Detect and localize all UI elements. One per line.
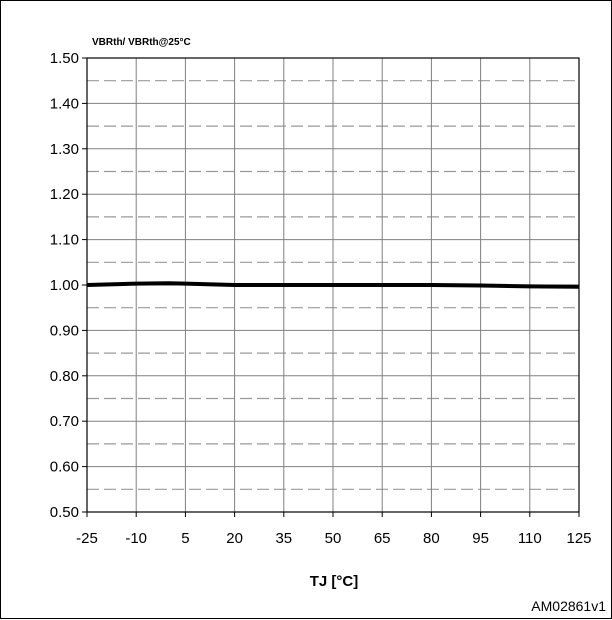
y-tick-label: 0.70 [50,413,79,430]
x-tick-label: 125 [566,530,591,547]
y-tick-label: 1.20 [50,186,79,203]
x-tick-label: 110 [518,530,542,547]
x-tick-label: 65 [374,530,391,547]
y-tick-label: 1.10 [50,232,79,249]
x-tick-label: 35 [275,530,292,547]
y-tick-label: 1.50 [50,50,79,67]
x-tick-label: 20 [226,530,243,547]
y-axis-ticks: 0.50 0.60 0.70 0.80 0.90 1.00 1.10 1.20 1.30 1.40… [50,50,87,521]
x-tick-label: 50 [325,530,342,547]
x-axis-label: TJ [°C] [310,573,359,590]
series-line [86,281,580,289]
x-tick-label: -25 [76,530,98,547]
y-axis-label: VBRth/ VBRth@25°C [92,37,191,48]
x-tick-label: 5 [181,530,189,547]
y-tick-label: 1.40 [50,95,79,112]
x-axis-ticks: -25 -10 5 20 35 50 65 80 95 110 125 [76,512,592,547]
y-tick-label: 0.60 [50,459,79,476]
y-tick-label: 1.00 [50,277,79,294]
x-tick-label: 80 [423,530,440,547]
y-tick-label: 1.30 [50,141,79,158]
x-tick-label: -10 [125,530,147,547]
y-tick-label: 0.90 [50,322,79,339]
x-tick-label: 95 [472,530,489,547]
y-tick-label: 0.50 [50,504,79,521]
y-tick-label: 0.80 [50,368,79,385]
series-group [86,281,580,289]
figure-code: AM02861v1 [531,598,606,614]
